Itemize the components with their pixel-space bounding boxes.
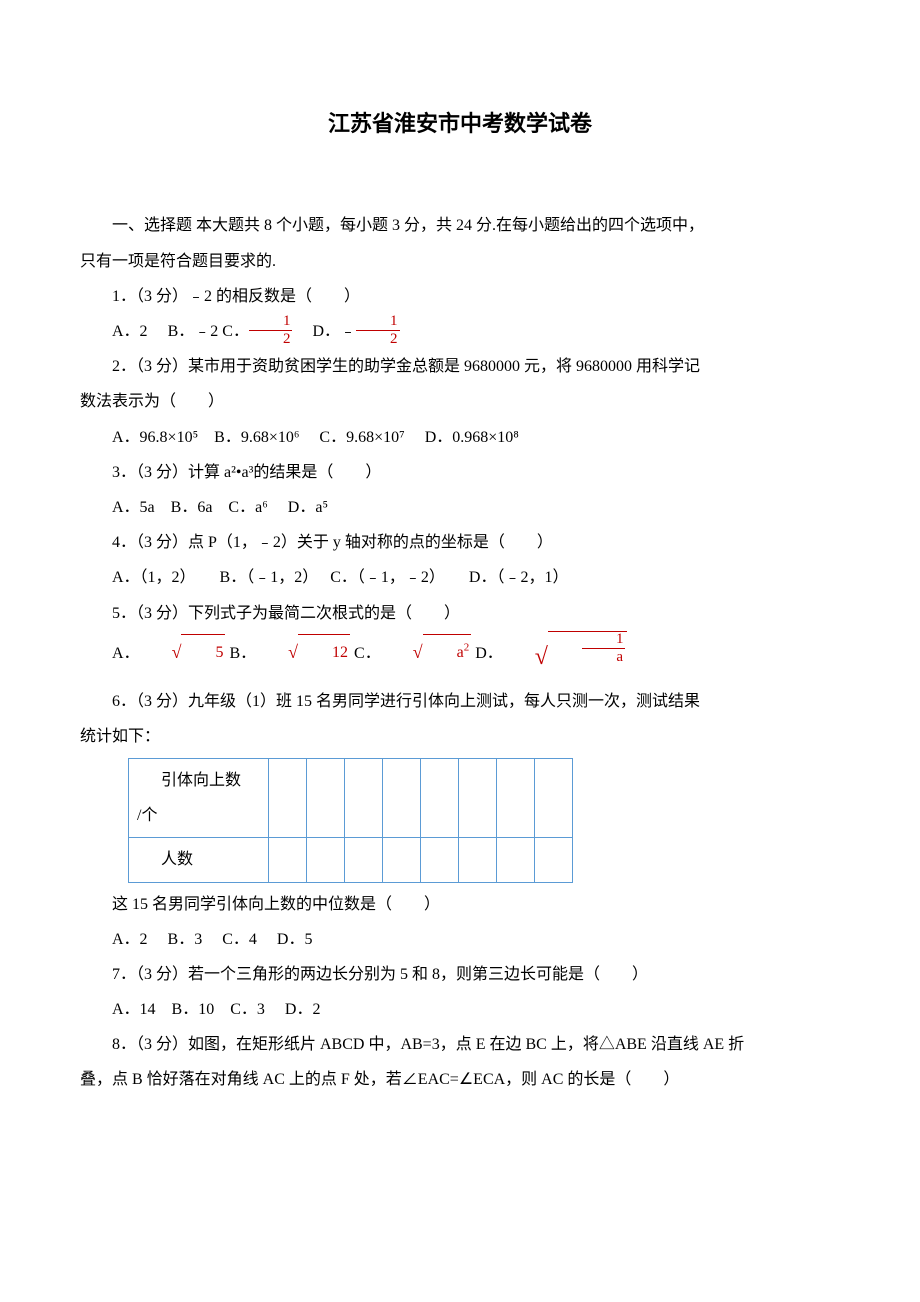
- frac-den: 2: [356, 331, 400, 348]
- table-row: 引体向上数 /个: [129, 758, 573, 837]
- row1-label-l2: /个: [137, 798, 262, 833]
- q5-text: 5．（3 分）下列式子为最简二次根式的是（ ）: [80, 596, 840, 631]
- section-intro-line2: 只有一项是符合题目要求的.: [80, 244, 840, 279]
- q4-options: A．（1，2） B．（﹣1，2） C．（﹣1，﹣2） D．（﹣2，1）: [80, 560, 840, 595]
- q1-options: A．2 B．﹣2 C．12 D．﹣12: [80, 314, 840, 349]
- q1-optD-pre: D．﹣: [312, 323, 356, 340]
- q2-options: A．96.8×10⁵ B．9.68×10⁶ C．9.68×10⁷ D．0.968…: [80, 420, 840, 455]
- sqrt-body: 12: [298, 634, 350, 670]
- table-cell: [421, 758, 459, 837]
- sqrt-body: 5: [181, 634, 225, 670]
- table-row1-label: 引体向上数 /个: [129, 758, 269, 837]
- page-title: 江苏省淮安市中考数学试卷: [80, 100, 840, 148]
- q5-optD-frac: 1a: [582, 631, 626, 665]
- table-cell: [345, 758, 383, 837]
- table-cell: [535, 758, 573, 837]
- q1-optB: B．﹣2: [168, 323, 219, 340]
- table-cell: [535, 838, 573, 882]
- q1-text: 1．（3 分）﹣2 的相反数是（ ）: [80, 279, 840, 314]
- sqrt-icon: √: [413, 642, 423, 662]
- q7-text: 7．（3 分）若一个三角形的两边长分别为 5 和 8，则第三边长可能是（ ）: [80, 957, 840, 992]
- q3-text: 3．（3 分）计算 a²•a³的结果是（ ）: [80, 455, 840, 490]
- frac-num: 1: [356, 313, 400, 331]
- frac-den: 2: [249, 331, 293, 348]
- table-cell: [383, 758, 421, 837]
- q1-optA: A．2: [112, 323, 148, 340]
- table-cell: [269, 758, 307, 837]
- q5-optA-sqrt: √5: [140, 633, 226, 673]
- frac-num: 1: [249, 313, 293, 331]
- q5-options: A．√5 B．√12 C．√a2 D．√1a: [80, 631, 840, 684]
- section-intro-line1: 一、选择题 本大题共 8 个小题，每小题 3 分，共 24 分.在每小题给出的四…: [80, 208, 840, 243]
- q8-line2: 叠，点 B 恰好落在对角线 AC 上的点 F 处，若∠EAC=∠ECA，则 AC…: [80, 1062, 840, 1097]
- q5-optD-pre: D．: [475, 645, 503, 662]
- q5-optC-base: a: [457, 644, 464, 661]
- table-cell: [307, 758, 345, 837]
- q6-line1: 6．（3 分）九年级（1）班 15 名男同学进行引体向上测试，每人只测一次，测试…: [80, 684, 840, 719]
- q1-optC-frac: 12: [249, 313, 293, 347]
- table-cell: [459, 838, 497, 882]
- q6-line2: 统计如下：: [80, 719, 840, 754]
- table-row2-label: 人数: [129, 838, 269, 882]
- q2-line1: 2．（3 分）某市用于资助贫困学生的助学金总额是 9680000 元，将 968…: [80, 349, 840, 384]
- q5-optB-pre: B．: [229, 645, 256, 662]
- table-cell: [497, 758, 535, 837]
- table-cell: [459, 758, 497, 837]
- sqrt-icon: √: [288, 642, 298, 662]
- q5-optC-pre: C．: [354, 645, 381, 662]
- q5-optA-pre: A．: [112, 645, 140, 662]
- q2-line2: 数法表示为（ ）: [80, 384, 840, 419]
- row1-label-l1: 引体向上数: [161, 763, 262, 798]
- sqrt-icon: √: [535, 644, 548, 670]
- frac-den: a: [582, 649, 626, 666]
- q5-optD-sqrt: √ 1a: [503, 631, 628, 684]
- q5-optC-sup: 2: [464, 641, 470, 653]
- q1-optC-pre: C．: [222, 323, 249, 340]
- sqrt-body: a2: [423, 634, 472, 670]
- table-cell: [383, 838, 421, 882]
- q6-table: 引体向上数 /个 人数: [128, 758, 573, 883]
- table-row: 人数: [129, 838, 573, 882]
- q6-options: A．2 B．3 C．4 D．5: [80, 922, 840, 957]
- sqrt-body: 1a: [548, 631, 628, 667]
- table-cell: [307, 838, 345, 882]
- q3-options: A．5a B．6a C．a⁶ D．a⁵: [80, 490, 840, 525]
- table-cell: [269, 838, 307, 882]
- sqrt-icon: √: [172, 642, 182, 662]
- q5-optB-sqrt: √12: [256, 633, 350, 673]
- q6-after: 这 15 名男同学引体向上数的中位数是（ ）: [80, 887, 840, 922]
- frac-num: 1: [582, 631, 626, 649]
- q4-text: 4．（3 分）点 P（1，﹣2）关于 y 轴对称的点的坐标是（ ）: [80, 525, 840, 560]
- table-cell: [421, 838, 459, 882]
- q8-line1: 8．（3 分）如图，在矩形纸片 ABCD 中，AB=3，点 E 在边 BC 上，…: [80, 1027, 840, 1062]
- table-cell: [497, 838, 535, 882]
- table-cell: [345, 838, 383, 882]
- q7-options: A．14 B．10 C．3 D．2: [80, 992, 840, 1027]
- q5-optC-sqrt: √a2: [381, 633, 472, 673]
- q1-optD-frac: 12: [356, 313, 400, 347]
